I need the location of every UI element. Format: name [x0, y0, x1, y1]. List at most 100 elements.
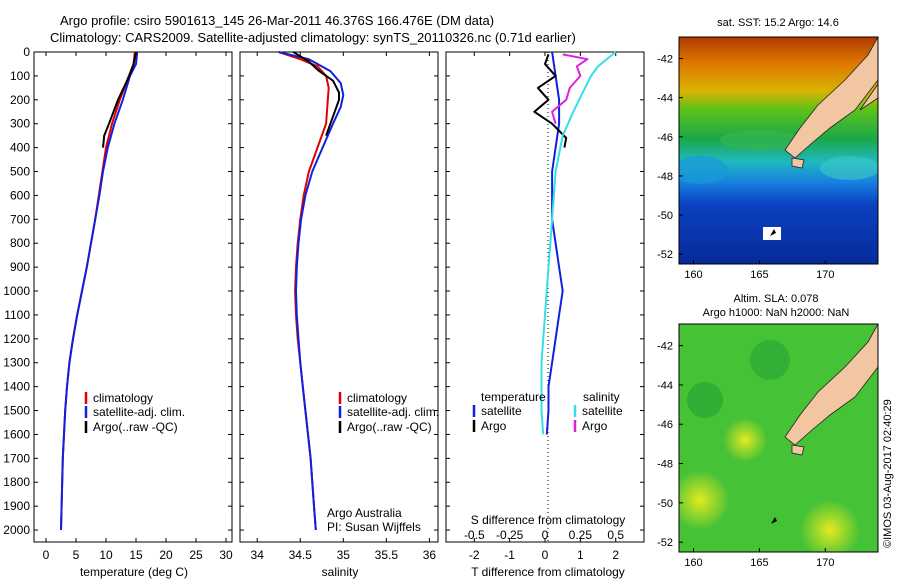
lat-tick-label: -48 — [657, 171, 673, 183]
sst-eddy — [820, 156, 878, 180]
sla-high — [723, 418, 767, 462]
x-tick-label: 20 — [159, 548, 173, 562]
y-tick-label: 700 — [10, 212, 30, 226]
y-tick-label: 1000 — [3, 284, 30, 298]
top-tick-label: 0.25 — [569, 528, 593, 542]
y-tick-label: 1100 — [4, 308, 30, 322]
sla-map: Altim. SLA: 0.078 Argo h1000: NaN h2000:… — [657, 293, 879, 569]
lon-tick-label: 165 — [750, 557, 768, 569]
salinity-axes-frame — [239, 51, 439, 543]
x-tick-label: 35 — [337, 548, 351, 562]
lat-tick-label: -44 — [657, 93, 673, 105]
lat-tick-label: -52 — [657, 537, 673, 549]
lat-tick-label: -42 — [657, 341, 673, 353]
lon-tick-label: 165 — [750, 269, 768, 281]
x-tick-label: -1 — [504, 548, 515, 562]
sst-map-title: sat. SST: 15.2 Argo: 14.6 — [717, 17, 839, 29]
x-tick-label: 10 — [99, 548, 113, 562]
sla-high — [679, 470, 730, 530]
series-line — [551, 53, 589, 124]
sla-low — [687, 382, 723, 418]
coast-fragment — [859, 83, 878, 111]
top-tick-label: 0 — [542, 528, 549, 542]
y-tick-label: 1900 — [3, 499, 30, 513]
series-line — [60, 51, 136, 531]
salinity-xlabel: salinity — [322, 565, 359, 579]
sst-map-frame — [678, 36, 879, 265]
x-tick-label: 5 — [73, 548, 80, 562]
y-tick-label: 1800 — [3, 475, 30, 489]
lat-tick-label: -50 — [657, 498, 673, 510]
y-tick-label: 2000 — [3, 523, 30, 537]
legend-label-s-argo: Argo — [582, 419, 608, 433]
difference-axes-frame — [445, 51, 645, 543]
y-tick-label: 1700 — [3, 451, 30, 465]
difference-top-xlabel: S difference from climatology — [471, 513, 626, 527]
difference-xlabel: T difference from climatology — [471, 565, 625, 579]
legend-label-satellite: satellite-adj. clim. — [347, 405, 439, 419]
temperature-panel: 0100200300400500600700800900100011001200… — [3, 45, 233, 579]
y-tick-label: 1200 — [3, 332, 30, 346]
legend-label-climatology: climatology — [93, 391, 153, 405]
auckland-islands — [771, 517, 777, 524]
difference-legend: temperature salinity satellite Argo sate… — [472, 390, 623, 433]
y-tick-label: 600 — [10, 188, 30, 202]
series-line — [540, 51, 617, 435]
lat-tick-label: -42 — [657, 54, 673, 66]
lat-tick-label: -50 — [657, 210, 673, 222]
legend-label-s-satellite: satellite — [582, 404, 623, 418]
sla-low — [750, 340, 790, 380]
y-tick-label: 1500 — [3, 404, 30, 418]
series-line — [545, 51, 564, 435]
legend-label-t-argo: Argo — [481, 419, 507, 433]
x-tick-label: 25 — [189, 548, 203, 562]
x-tick-label: 2 — [612, 548, 619, 562]
x-tick-label: -2 — [469, 548, 480, 562]
top-tick-label: 0.5 — [607, 528, 624, 542]
auckland-islands — [770, 229, 776, 236]
legend-label-t-satellite: satellite — [481, 404, 522, 418]
y-tick-label: 200 — [10, 93, 30, 107]
y-tick-label: 900 — [10, 260, 30, 274]
lon-tick-label: 160 — [684, 269, 702, 281]
temperature-legend: climatology satellite-adj. clim. Argo(..… — [84, 391, 185, 434]
header-line1: Argo profile: csiro 5901613_145 26-Mar-2… — [60, 13, 494, 28]
lat-tick-label: -46 — [657, 132, 673, 144]
header-line2: Climatology: CARS2009. Satellite-adjuste… — [50, 30, 576, 45]
annotation-argo-australia: Argo Australia — [327, 506, 402, 520]
series-line — [278, 51, 330, 531]
x-tick-label: 1 — [577, 548, 584, 562]
temperature-axes-frame — [33, 51, 233, 543]
top-tick-label: -0.25 — [496, 528, 524, 542]
lat-tick-label: -52 — [657, 249, 673, 261]
lat-tick-label: -46 — [657, 419, 673, 431]
legend-label-argo: Argo(..raw -QC) — [93, 420, 178, 434]
x-tick-label: 0 — [43, 548, 50, 562]
legend-label-satellite: satellite-adj. clim. — [93, 405, 185, 419]
legend-label-climatology: climatology — [347, 391, 407, 405]
sla-title-2: Argo h1000: NaN h2000: NaN — [703, 307, 850, 319]
difference-panel: -2 -1 0 1 2 -0.5 -0.25 0 0.25 0.5 S difference fr… — [445, 51, 645, 579]
imos-credit: ©IMOS 03-Aug-2017 02:40:29 — [882, 399, 894, 548]
sst-field — [679, 37, 878, 264]
y-tick-label: 400 — [10, 141, 30, 155]
y-tick-label: 800 — [10, 236, 30, 250]
x-tick-label: 35.5 — [375, 548, 399, 562]
x-tick-label: 30 — [219, 548, 233, 562]
sla-map-frame — [678, 323, 879, 553]
y-tick-label: 0 — [23, 45, 30, 59]
y-tick-label: 300 — [10, 117, 30, 131]
legend-title-temperature: temperature — [481, 390, 546, 404]
legend-label-argo: Argo(..raw -QC) — [347, 420, 432, 434]
series-line — [278, 51, 345, 531]
salinity-panel: 34 34.5 35 35.5 36 salinity climatology sate… — [239, 51, 439, 579]
lon-tick-label: 170 — [816, 557, 834, 569]
series-line — [102, 51, 137, 148]
stewart-island — [791, 157, 805, 169]
lat-tick-label: -44 — [657, 380, 673, 392]
y-tick-label: 1600 — [3, 427, 30, 441]
annotation-pi: PI: Susan Wijffels — [327, 520, 421, 534]
y-tick-label: 1400 — [3, 380, 30, 394]
sla-title-1: Altim. SLA: 0.078 — [734, 293, 819, 305]
